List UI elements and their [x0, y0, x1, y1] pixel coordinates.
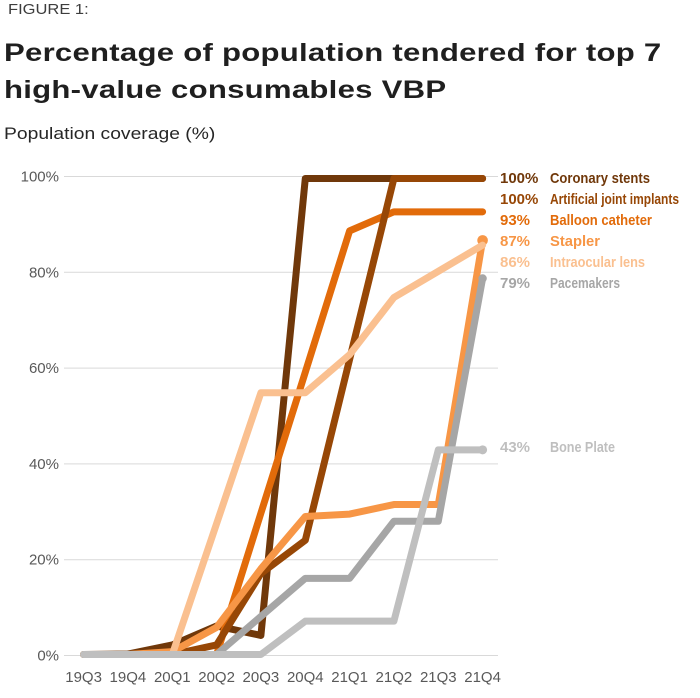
svg-text:Coronary stents: Coronary stents [550, 170, 650, 187]
svg-text:0%: 0% [37, 648, 59, 665]
svg-text:19Q4: 19Q4 [110, 669, 147, 686]
svg-text:21Q4: 21Q4 [464, 669, 501, 686]
svg-text:20Q1: 20Q1 [154, 669, 191, 686]
svg-text:Stapler: Stapler [550, 233, 600, 250]
svg-text:20Q4: 20Q4 [287, 669, 324, 686]
svg-text:21Q1: 21Q1 [331, 669, 368, 686]
svg-text:43%: 43% [500, 439, 530, 456]
svg-text:19Q3: 19Q3 [65, 669, 102, 686]
svg-text:Intraocular lens: Intraocular lens [550, 254, 645, 271]
svg-text:87%: 87% [500, 233, 530, 250]
svg-text:79%: 79% [500, 275, 530, 292]
svg-text:20%: 20% [29, 552, 59, 569]
svg-text:93%: 93% [500, 212, 530, 229]
svg-text:Pacemakers: Pacemakers [550, 275, 620, 292]
svg-text:100%: 100% [21, 169, 59, 186]
svg-text:40%: 40% [29, 456, 59, 473]
svg-text:100%: 100% [500, 170, 538, 187]
svg-text:Bone Plate: Bone Plate [550, 439, 615, 456]
svg-text:80%: 80% [29, 264, 59, 281]
svg-text:Balloon catheter: Balloon catheter [550, 212, 652, 229]
svg-text:60%: 60% [29, 360, 59, 377]
svg-text:20Q2: 20Q2 [198, 669, 235, 686]
svg-text:86%: 86% [500, 254, 530, 271]
svg-text:20Q3: 20Q3 [243, 669, 280, 686]
svg-text:21Q3: 21Q3 [420, 669, 457, 686]
svg-text:Artificial joint implants: Artificial joint implants [550, 191, 679, 208]
svg-text:21Q2: 21Q2 [376, 669, 413, 686]
svg-text:100%: 100% [500, 191, 538, 208]
